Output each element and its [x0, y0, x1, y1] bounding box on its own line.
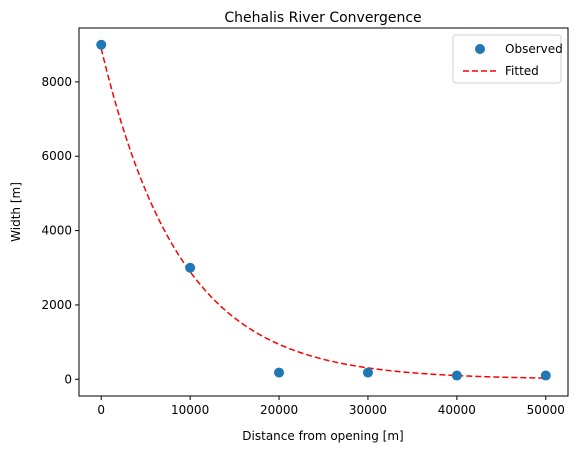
y-tick-label: 4000	[41, 224, 72, 238]
legend: Observed Fitted	[453, 35, 563, 83]
observed-point	[96, 40, 106, 50]
observed-point	[452, 371, 462, 381]
x-tick-label: 0	[97, 403, 105, 417]
x-tick-label: 40000	[438, 403, 476, 417]
observed-point	[363, 368, 373, 378]
x-tick-label: 50000	[527, 403, 565, 417]
x-tick-label: 10000	[171, 403, 209, 417]
x-axis-label: Distance from opening [m]	[242, 429, 403, 443]
x-tick-label: 30000	[349, 403, 387, 417]
y-axis-label: Width [m]	[9, 182, 23, 242]
y-tick-label: 8000	[41, 75, 72, 89]
x-tick-label: 20000	[260, 403, 298, 417]
legend-observed-marker	[475, 44, 485, 54]
y-tick-label: 0	[64, 372, 72, 386]
legend-observed-label: Observed	[505, 42, 563, 56]
chart-title: Chehalis River Convergence	[224, 10, 421, 26]
observed-point	[274, 368, 284, 378]
y-tick-label: 6000	[41, 149, 72, 163]
observed-point	[185, 263, 195, 273]
legend-fitted-label: Fitted	[505, 64, 539, 78]
observed-point	[541, 371, 551, 381]
y-tick-label: 2000	[41, 298, 72, 312]
